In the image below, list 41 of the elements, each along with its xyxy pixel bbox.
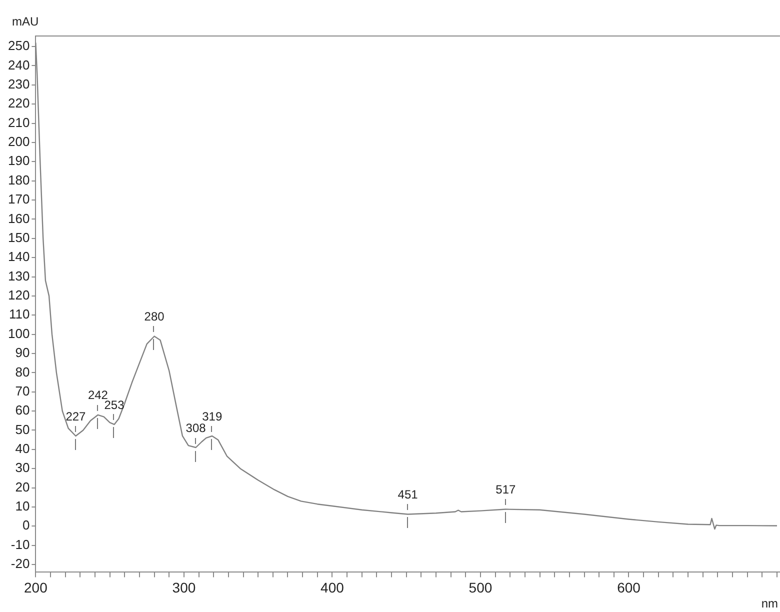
y-tick-label: 130 [8,268,30,284]
y-tick-label: 140 [8,249,30,264]
y-tick-label: 120 [8,288,30,303]
annotation: 308 [186,420,206,435]
y-tick-label: 70 [15,383,30,398]
y-tick-label: 50 [15,422,30,437]
annotation: 227 [66,409,86,424]
y-tick-label: 80 [15,364,30,380]
x-tick-label: 600 [617,579,641,596]
x-tick-label: 400 [320,579,344,596]
y-tick-label: 190 [8,153,30,168]
y-tick-label: 10 [15,498,30,514]
y-tick-label: 160 [8,210,30,226]
y-tick-label: 180 [8,172,30,188]
y-tick-label: 90 [15,345,30,360]
annotation: 517 [496,482,516,497]
x-tick-label: 500 [468,579,492,596]
x-tick-label: 300 [172,579,196,596]
annotation: 319 [202,409,222,424]
y-tick-label: 0 [22,518,30,533]
annotation: 253 [104,398,125,412]
y-tick-label: -20 [10,556,30,572]
y-tick-label: 110 [8,306,30,322]
y-tick-label: 20 [15,479,30,494]
annotation: 451 [398,488,418,502]
y-tick-label: -10 [10,536,30,552]
annotation: 280 [144,310,165,324]
y-tick-label: 60 [15,402,30,418]
y-axis-title: mAU [12,14,39,28]
y-tick-label: 230 [8,76,30,92]
y-tick-label: 40 [15,441,30,456]
y-tick-label: 250 [8,38,30,54]
y-tick-label: 220 [8,96,30,111]
y-tick-label: 170 [8,192,30,207]
y-tick-label: 30 [15,460,30,476]
x-axis-title: nm [761,596,778,610]
y-tick-label: 210 [8,114,30,130]
y-tick-label: 200 [8,134,30,150]
y-tick-label: 150 [8,230,30,245]
y-tick-label: 100 [8,326,30,341]
y-tick-label: 240 [8,57,30,72]
